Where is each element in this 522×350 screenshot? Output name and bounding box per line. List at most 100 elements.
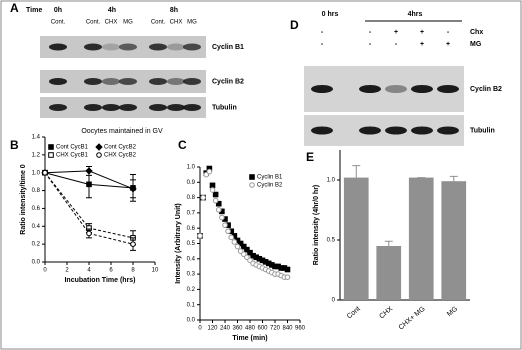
marker	[200, 194, 206, 201]
y-tick-label: 1.2	[32, 152, 41, 158]
marker	[247, 249, 253, 256]
treatment-sign: +	[394, 29, 398, 36]
blot-band	[385, 126, 407, 135]
blot-row-label: Tubulin	[212, 104, 237, 111]
blot-band	[102, 43, 120, 51]
x-tick-label: 840	[282, 326, 293, 332]
marker	[284, 274, 291, 280]
timepoint-label: 8h	[170, 7, 178, 14]
blot-band	[49, 104, 67, 111]
blot-band	[437, 126, 459, 135]
blot-row-label: Cyclin B2	[212, 78, 244, 85]
timepoint-label: 4hrs	[408, 11, 423, 18]
lane-label: Cont.	[86, 20, 101, 26]
treatment-sign: -	[395, 41, 398, 48]
legend-label: Cyclin B1	[257, 175, 283, 181]
blot-band	[149, 43, 167, 51]
y-tick-label: 0.0	[187, 318, 196, 324]
lane-label: MG	[123, 20, 133, 26]
panel-letter: A	[10, 1, 19, 15]
blot-band	[102, 104, 120, 111]
marker	[219, 214, 225, 221]
timepoint-label: 0 hrs	[322, 11, 339, 18]
treatment-name: Chx	[470, 29, 483, 36]
marker	[244, 246, 250, 253]
y-tick-label: 1.4	[32, 135, 41, 141]
blot-caption: Oocytes maintained in GV	[81, 128, 163, 135]
marker	[215, 200, 222, 207]
marker	[215, 207, 222, 213]
treatment-sign: -	[369, 41, 372, 48]
treatment-sign: -	[447, 29, 450, 36]
legend-marker	[95, 143, 103, 151]
blot-band	[183, 104, 201, 111]
marker	[209, 182, 216, 189]
x-tick-label: 8	[131, 268, 135, 274]
y-tick-label: 0.1	[187, 302, 196, 308]
blot-row-label: Cyclin B1	[212, 44, 244, 51]
blot-band	[385, 85, 407, 93]
marker	[212, 197, 219, 204]
legend-label: CHX CycB2	[104, 153, 137, 159]
y-axis-label: Ratio intensity (4hr/0 hr)	[313, 185, 320, 266]
y-tick-label: 1.0	[187, 165, 196, 171]
legend-label: Cont CycB2	[104, 145, 137, 151]
marker	[197, 233, 203, 239]
y-tick-label: 0.6	[187, 226, 196, 232]
time-label: Time	[26, 7, 42, 14]
y-tick-label: 0.0	[32, 260, 41, 266]
treatment-sign: -	[369, 29, 372, 36]
y-tick-label: 0.2	[187, 287, 196, 293]
lane-label: Cont.	[51, 20, 66, 26]
blot-row-label: Tubulin	[470, 127, 495, 134]
lane-label: MG	[187, 20, 197, 26]
x-tick-label: 6	[109, 268, 113, 274]
y-tick-label: 0.4	[32, 224, 41, 230]
blot-band	[49, 43, 67, 51]
legend-label: CHX CycB1	[56, 153, 89, 159]
legend-label: Cont CycB1	[56, 145, 89, 151]
marker	[225, 228, 231, 235]
treatment-sign: -	[321, 41, 324, 48]
legend-label: Cyclin B2	[257, 183, 283, 189]
blot-band	[84, 43, 102, 51]
marker	[130, 241, 136, 247]
y-tick-label: 0.4	[187, 256, 196, 262]
lane-label: CHX	[170, 20, 183, 26]
bar	[408, 177, 434, 300]
x-tick-label: 600	[257, 326, 268, 332]
blot-band	[119, 78, 137, 85]
y-tick-label: 0.5	[187, 241, 196, 247]
blot-band	[119, 104, 137, 111]
blot-band	[119, 43, 137, 51]
x-tick-label: 360	[232, 326, 243, 332]
legend-marker	[48, 144, 54, 150]
bar	[343, 177, 369, 300]
marker	[86, 181, 92, 188]
x-tick-label: 960	[295, 326, 306, 332]
bar	[441, 181, 467, 300]
blot-band	[84, 104, 102, 111]
y-tick-label: 1.0	[32, 170, 41, 176]
x-tick-label: 2	[65, 268, 69, 274]
marker	[228, 234, 235, 241]
y-tick-label: 0.7	[187, 210, 196, 216]
treatment-sign: +	[446, 41, 450, 48]
lane-label: CHX	[105, 20, 118, 26]
x-tick-label: 120	[207, 326, 218, 332]
panel-letter: B	[10, 138, 19, 152]
treatment-sign: +	[420, 29, 424, 36]
y-tick-label: 0.3	[187, 272, 196, 278]
x-tick-label: 240	[220, 326, 231, 332]
blot-band	[149, 78, 167, 85]
marker	[240, 243, 247, 250]
timepoint-label: 0h	[54, 7, 62, 14]
treatment-sign: -	[321, 29, 324, 36]
marker	[237, 240, 244, 247]
error-bar	[449, 175, 458, 182]
x-axis-label: Incubation Time (hrs)	[64, 277, 135, 284]
treatment-sign: +	[420, 41, 424, 48]
legend-marker	[249, 182, 255, 188]
bar	[376, 246, 402, 300]
series-line	[44, 172, 134, 245]
